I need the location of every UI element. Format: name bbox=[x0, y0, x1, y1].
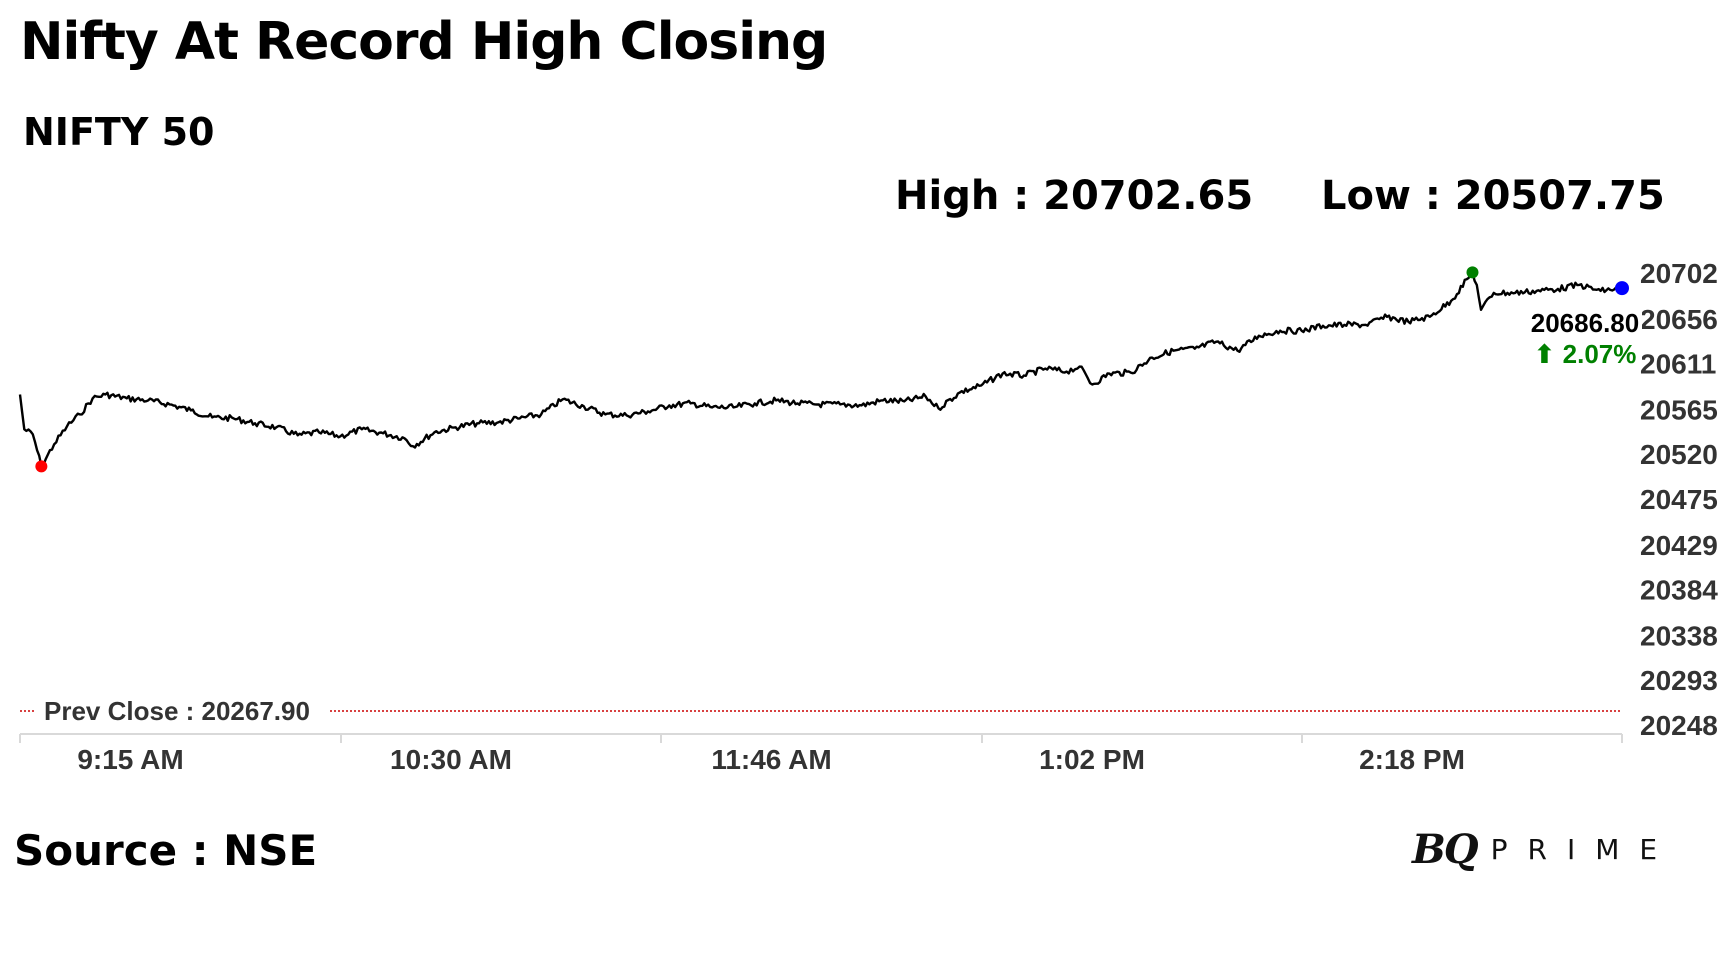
high-point-marker bbox=[1466, 266, 1479, 279]
logo-wordmark: PRIME bbox=[1490, 833, 1678, 866]
x-tick-label: 2:18 PM bbox=[1359, 744, 1465, 775]
prev-close-label: Prev Close : 20267.90 bbox=[44, 696, 310, 726]
x-tick-label: 1:02 PM bbox=[1039, 744, 1145, 775]
low-label: Low : 20507.75 bbox=[1321, 173, 1665, 219]
source-note: Source : NSE bbox=[14, 826, 318, 875]
y-tick-label: 20248 bbox=[1640, 710, 1718, 741]
x-tick-label: 11:46 AM bbox=[711, 744, 831, 775]
logo-mark: BQ bbox=[1412, 826, 1479, 873]
price-line bbox=[18, 271, 1623, 468]
y-tick-label: 20384 bbox=[1640, 575, 1718, 606]
y-tick-label: 20475 bbox=[1640, 484, 1718, 515]
y-tick-label: 20520 bbox=[1640, 439, 1718, 470]
y-tick-label: 20338 bbox=[1640, 620, 1718, 651]
index-name: NIFTY 50 bbox=[23, 110, 215, 154]
y-tick-label: 20656 bbox=[1640, 304, 1718, 335]
low-point-marker bbox=[35, 460, 48, 473]
value-labels: 20686.80⬆ 2.07% bbox=[1526, 306, 1642, 369]
y-tick-label: 20293 bbox=[1640, 665, 1718, 696]
y-tick-label: 20429 bbox=[1640, 530, 1718, 561]
x-tick-label: 10:30 AM bbox=[390, 744, 512, 775]
last-point-marker bbox=[1615, 281, 1629, 296]
series-layer bbox=[18, 271, 1623, 468]
high-label: High : 20702.65 bbox=[895, 173, 1254, 219]
y-tick-label: 20565 bbox=[1640, 394, 1718, 425]
change-label: ⬆ 2.07% bbox=[1534, 339, 1637, 369]
value-label-backdrop bbox=[1526, 306, 1642, 368]
brand-logo: BQ PRIME bbox=[1412, 826, 1677, 873]
y-tick-label: 20611 bbox=[1640, 349, 1716, 380]
axes: 9:15 AM 10:30 AM 11:46 AM 1:02 PM 2:18 PM 202… bbox=[19, 258, 1718, 775]
x-tick-label: 9:15 AM bbox=[77, 744, 183, 775]
markers bbox=[35, 266, 1629, 473]
y-tick-label: 20702 bbox=[1640, 258, 1718, 289]
last-value-label: 20686.80 bbox=[1531, 308, 1639, 338]
chart-title: Nifty At Record High Closing bbox=[20, 12, 828, 72]
